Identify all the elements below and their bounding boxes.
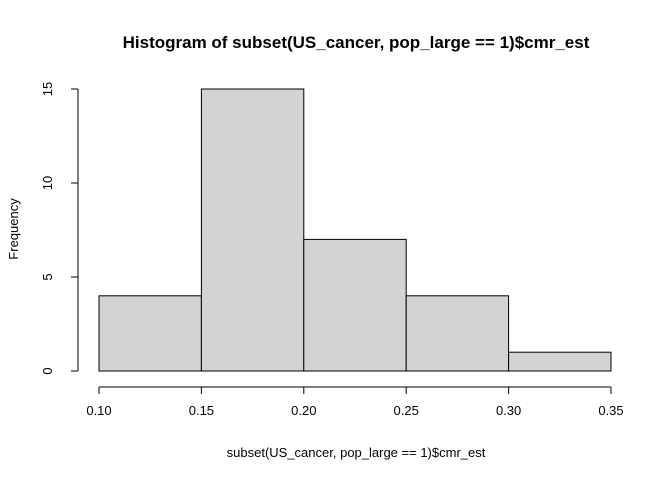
y-tick-label: 0 (40, 367, 55, 374)
x-tick-label: 0.10 (86, 403, 111, 418)
histogram-bar-5 (508, 351, 612, 372)
y-axis: 0 5 10 15 (40, 82, 79, 375)
x-axis-label: subset(US_cancer, pop_large == 1)$cmr_es… (227, 445, 486, 460)
histogram-bar-3 (303, 238, 407, 372)
histogram-bar-2 (200, 88, 305, 372)
x-axis: 0.10 0.15 0.20 0.25 0.30 0.35 (86, 386, 624, 418)
x-tick-label: 0.35 (598, 403, 623, 418)
x-tick-label: 0.30 (496, 403, 521, 418)
y-axis-label: Frequency (6, 198, 21, 260)
y-tick-label: 10 (40, 176, 55, 190)
histogram-bar-4 (405, 295, 510, 372)
y-tick-label: 5 (40, 273, 55, 280)
bars-group (98, 88, 612, 372)
chart-title: Histogram of subset(US_cancer, pop_large… (123, 33, 590, 52)
x-tick-label: 0.25 (394, 403, 419, 418)
y-tick-label: 15 (40, 82, 55, 96)
x-tick-label: 0.15 (189, 403, 214, 418)
histogram-bar-1 (98, 295, 202, 372)
x-tick-label: 0.20 (291, 403, 316, 418)
